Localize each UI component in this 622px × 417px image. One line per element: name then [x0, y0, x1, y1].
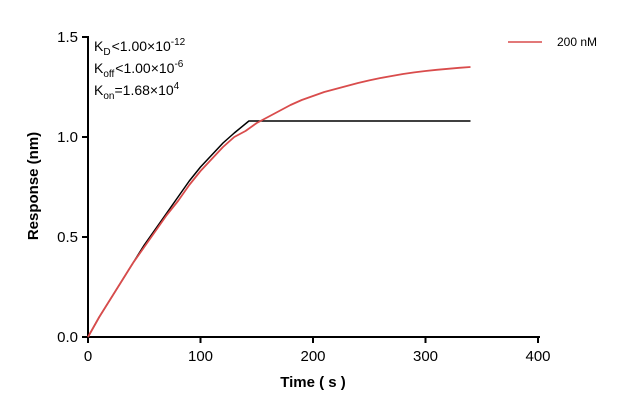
- annotation-kon: Kon=1.68×104: [94, 81, 180, 102]
- annotation-kd: KD<1.00×10-12: [94, 37, 186, 58]
- x-tick-label: 100: [188, 348, 213, 365]
- y-tick-label: 0.5: [57, 229, 78, 246]
- series-layer: [87, 66, 471, 338]
- fit-line: [87, 120, 471, 338]
- ticks: 0 100 200 300 400 0.0 0.5 1.0 1.5: [57, 29, 550, 365]
- y-axis-title: Response (nm): [25, 132, 42, 240]
- x-tick-label: 200: [300, 348, 325, 365]
- x-tick-label: 300: [413, 348, 438, 365]
- legend-label-200nm: 200 nM: [557, 35, 597, 49]
- legend: 200 nM: [508, 35, 597, 49]
- annotation-koff: Koff<1.00×10-6: [94, 59, 184, 80]
- series-line-200nm: [87, 66, 471, 338]
- y-tick-label: 1.5: [57, 29, 78, 46]
- x-axis-title: Time ( s ): [280, 374, 346, 391]
- x-tick-label: 400: [525, 348, 550, 365]
- x-tick-label: 0: [84, 348, 92, 365]
- y-tick-label: 1.0: [57, 129, 78, 146]
- y-tick-label: 0.0: [57, 329, 78, 346]
- kinetic-annotations: KD<1.00×10-12 Koff<1.00×10-6 Kon=1.68×10…: [94, 37, 186, 102]
